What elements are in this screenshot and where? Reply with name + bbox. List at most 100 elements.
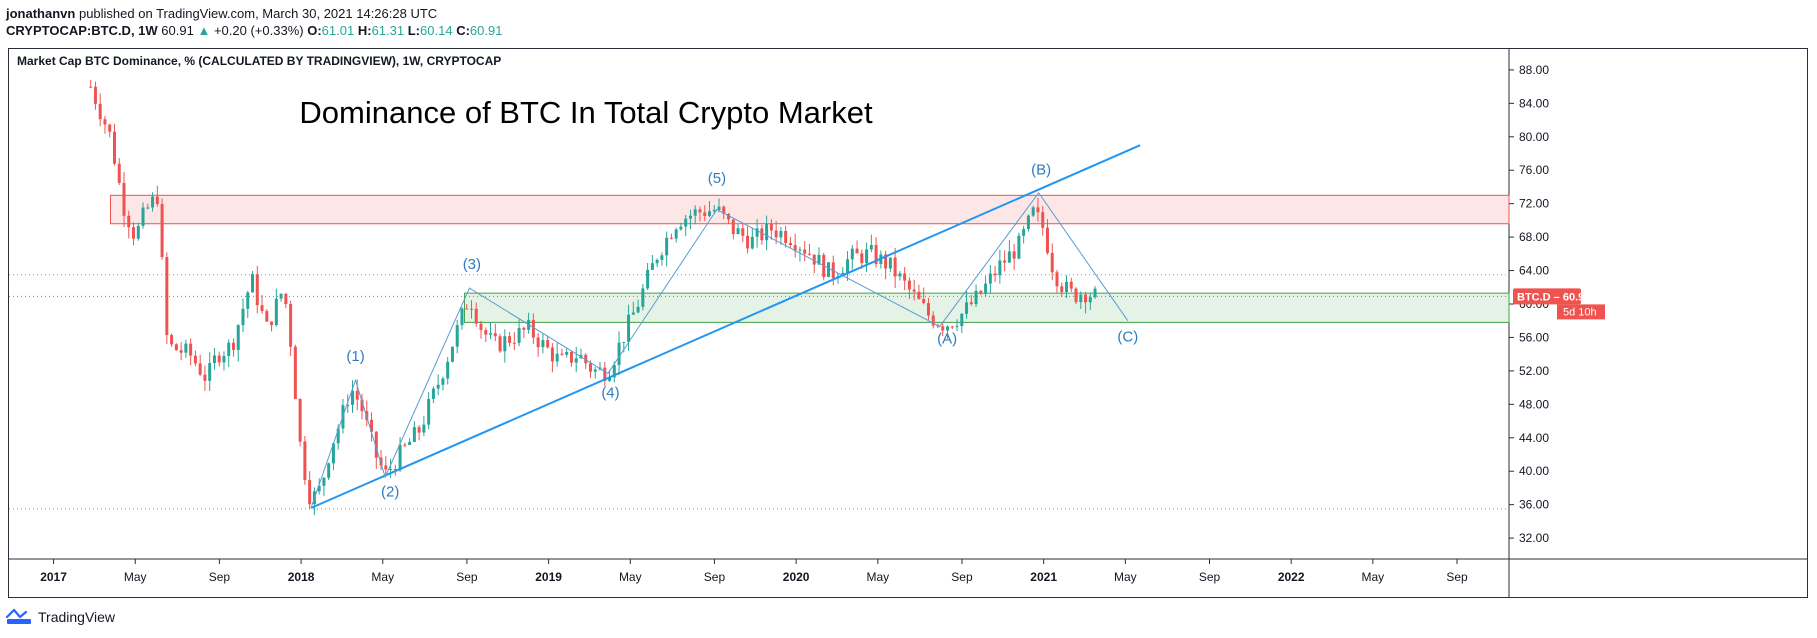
candle-down [860, 253, 864, 264]
high-value: 61.31 [371, 23, 405, 38]
candle-down [950, 326, 954, 328]
wave-label: (A) [937, 330, 957, 347]
candle-up [336, 428, 340, 444]
candle-down [93, 86, 97, 104]
candle-down [698, 209, 702, 213]
candle-up [246, 292, 250, 309]
x-tick-label: 2018 [288, 570, 315, 584]
candle-down [803, 249, 807, 254]
candle-up [408, 441, 412, 445]
candle-up [736, 228, 740, 235]
wave-label: (C) [1117, 329, 1138, 346]
y-tick-label: 44.00 [1519, 431, 1549, 445]
candle-down [979, 290, 983, 294]
candle-down [417, 427, 421, 433]
candle-down [170, 335, 174, 345]
candle-down [855, 248, 859, 254]
candle-down [203, 374, 207, 381]
candle-up [455, 325, 459, 347]
candle-down [1036, 207, 1040, 213]
candle-down [370, 419, 374, 432]
candle-up [279, 293, 283, 299]
candle-down [498, 336, 502, 352]
candle-down [155, 196, 159, 205]
y-tick-label: 72.00 [1519, 197, 1549, 211]
candle-down [926, 303, 930, 316]
candle-up [555, 353, 559, 362]
candle-down [355, 390, 359, 400]
candle-up [1065, 281, 1069, 293]
candle-down [1074, 288, 1078, 303]
candle-down [112, 131, 116, 164]
candle-down [493, 333, 497, 337]
low-value: 60.14 [420, 23, 453, 38]
candle-down [703, 212, 707, 216]
candle-down [103, 119, 107, 125]
candle-up [622, 341, 626, 343]
candle-up [684, 218, 688, 227]
candle-up [322, 477, 326, 486]
candle-down [669, 237, 673, 239]
candle-down [384, 465, 388, 470]
candle-up [679, 226, 683, 230]
y-tick-label: 36.00 [1519, 498, 1549, 512]
candle-down [812, 254, 816, 265]
candle-down [874, 245, 878, 264]
candle-down [1045, 227, 1049, 253]
chart-title: Dominance of BTC In Total Crypto Market [299, 95, 873, 130]
candle-up [327, 463, 331, 478]
candle-up [389, 469, 393, 471]
elliott-wave-path [310, 191, 1129, 509]
candle-up [826, 262, 830, 277]
candle-down [479, 323, 483, 331]
candle-up [574, 358, 578, 363]
candle-up [422, 424, 426, 433]
x-tick-label: 2021 [1030, 570, 1057, 584]
candle-down [231, 342, 235, 350]
candle-down [536, 337, 540, 348]
chart-canvas[interactable]: 88.0084.0080.0076.0072.0068.0064.0060.00… [9, 49, 1807, 597]
candle-up [984, 283, 988, 294]
candle-up [1017, 235, 1021, 259]
footer: TradingView [6, 608, 115, 626]
candle-down [512, 342, 516, 344]
candle-down [788, 242, 792, 246]
candle-down [108, 124, 112, 132]
change-value: +0.20 (+0.33%) [213, 23, 304, 38]
candle-up [693, 209, 697, 216]
candle-up [627, 314, 631, 342]
candle-up [717, 206, 721, 210]
candle-down [298, 399, 302, 442]
candle-down [907, 280, 911, 290]
candle-down [922, 299, 926, 304]
x-tick-label: Sep [1199, 570, 1221, 584]
x-tick-label: 2017 [40, 570, 67, 584]
candle-down [917, 291, 921, 300]
x-tick-label: Sep [1446, 570, 1468, 584]
candle-down [588, 363, 592, 372]
candle-down [903, 273, 907, 281]
candle-down [270, 321, 274, 326]
footer-brand[interactable]: TradingView [38, 609, 116, 625]
candle-down [289, 304, 293, 347]
last-value: 60.91 [161, 23, 194, 38]
price-badge [1513, 288, 1581, 305]
candle-down [132, 227, 136, 239]
support-zone [463, 292, 1510, 323]
candle-down [198, 363, 202, 375]
candle-up [317, 485, 321, 492]
candle-down [465, 308, 469, 310]
candle-up [1088, 297, 1092, 303]
chart-frame[interactable]: 88.0084.0080.0076.0072.0068.0064.0060.00… [8, 48, 1808, 598]
candle-down [722, 206, 726, 214]
symbol-label[interactable]: CRYPTOCAP:BTC.D, 1W [6, 23, 158, 38]
author-name[interactable]: jonathanvn [6, 6, 76, 21]
candle-up [660, 255, 664, 260]
tradingview-logo-icon [6, 608, 31, 624]
x-tick-label: Sep [951, 570, 973, 584]
candle-down [522, 327, 526, 330]
candle-down [1041, 212, 1045, 228]
candle-down [117, 163, 121, 183]
candle-up [888, 257, 892, 269]
candle-down [746, 235, 750, 249]
